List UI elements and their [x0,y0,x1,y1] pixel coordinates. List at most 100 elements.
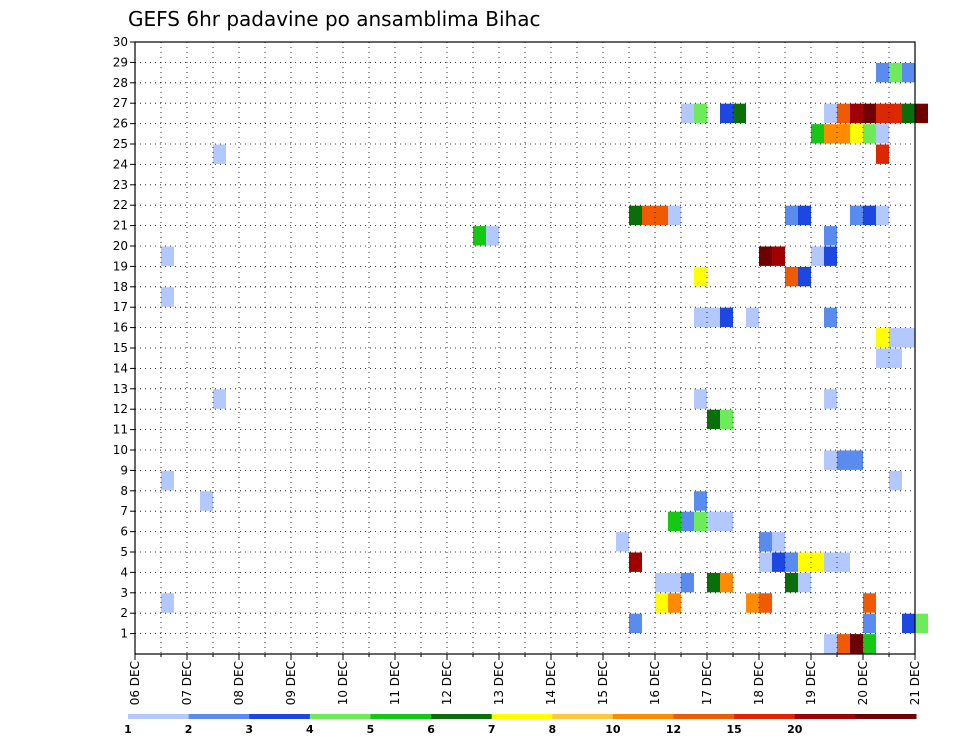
heat-cell [811,552,824,572]
heat-cell [720,307,733,328]
heat-cell [824,103,837,124]
legend-swatch [128,714,190,719]
heat-cell [746,307,759,328]
legend-label: 10 [605,723,621,736]
heat-cell [850,124,863,144]
heat-cell [655,572,668,593]
x-tick-label: 10 DEC [336,661,350,705]
heat-cell [824,552,837,572]
y-tick-label: 2 [120,606,128,620]
y-tick-label: 7 [120,504,128,518]
heat-cell [811,124,824,144]
heat-cell [863,124,876,144]
heat-cell [837,103,850,124]
heat-cell [668,205,681,226]
heat-cell [785,552,798,572]
heat-cell [486,226,499,246]
y-tick-label: 5 [120,545,128,559]
heat-cell [681,511,694,532]
heat-cell [707,409,720,430]
x-tick-label: 12 DEC [440,661,454,705]
x-tick-label: 15 DEC [596,661,610,705]
chart-title: GEFS 6hr padavine po ansamblima Bihac [128,7,540,31]
heat-cell [655,593,668,613]
heat-cell [655,205,668,226]
legend-label: 7 [488,723,496,736]
heat-cell [759,246,772,266]
x-tick-label: 14 DEC [544,661,558,705]
legend-label: 15 [726,723,741,736]
x-tick-label: 17 DEC [700,661,714,705]
heat-cell [681,572,694,593]
y-tick-label: 28 [113,76,128,90]
heat-cell [876,348,889,368]
heat-cell [876,103,889,124]
heat-cell [707,511,720,532]
y-tick-label: 4 [120,565,128,579]
y-tick-label: 17 [113,300,128,314]
x-tick-label: 09 DEC [284,661,298,705]
y-tick-label: 1 [120,627,128,641]
legend-swatch [309,714,371,719]
heat-cell [863,205,876,226]
heat-cell [629,552,642,572]
heat-cell [863,593,876,613]
heat-cell [772,532,785,552]
heat-cell [759,593,772,613]
grid-lines [135,41,915,654]
heat-cell [876,144,889,164]
legend-label: 3 [245,723,253,736]
x-tick-label: 08 DEC [232,661,246,705]
heat-cell [824,124,837,144]
heat-cell [707,307,720,328]
heat-cell [759,532,772,552]
legend-label: 12 [666,723,681,736]
legend-swatch [491,714,553,719]
legend-swatch [188,714,250,719]
x-tick-label: 11 DEC [388,661,402,705]
heat-cell [668,593,681,613]
heat-cell [824,307,837,328]
heat-cell [889,470,902,491]
heat-cell [785,205,798,226]
y-tick-label: 20 [113,239,128,253]
heat-cell [824,450,837,470]
heat-cell [785,266,798,287]
y-tick-label: 21 [113,219,128,233]
y-tick-label: 26 [113,117,128,131]
y-tick-label: 22 [113,198,128,212]
legend-label: 6 [427,723,435,736]
heat-cell [629,205,642,226]
y-tick-label: 15 [113,341,128,355]
y-tick-label: 19 [113,259,128,273]
y-tick-label: 10 [113,443,128,457]
heat-cell [694,491,707,511]
y-tick-label: 25 [113,137,128,151]
legend-swatch [249,714,311,719]
heat-cell [642,205,655,226]
heat-cell [759,552,772,572]
heat-cell [668,572,681,593]
heat-cell [616,532,629,552]
y-tick-label: 13 [113,382,128,396]
heat-cell [161,287,174,307]
legend-swatch [673,714,735,719]
y-tick-label: 8 [120,484,128,498]
heat-cell [694,511,707,532]
heat-cell [707,572,720,593]
heat-cell [798,266,811,287]
legend-swatch [794,714,856,719]
x-tick-label: 16 DEC [648,661,662,705]
heat-cell [668,511,681,532]
heat-cell [889,348,902,368]
x-tick-label: 18 DEC [752,661,766,705]
heat-cell [915,103,928,124]
heat-cell [889,328,902,348]
y-tick-label: 18 [113,280,128,294]
heat-cell [473,226,486,246]
y-tick-label: 23 [113,178,128,192]
y-tick-label: 6 [120,525,128,539]
heat-cell [837,634,850,654]
heat-cell [837,552,850,572]
